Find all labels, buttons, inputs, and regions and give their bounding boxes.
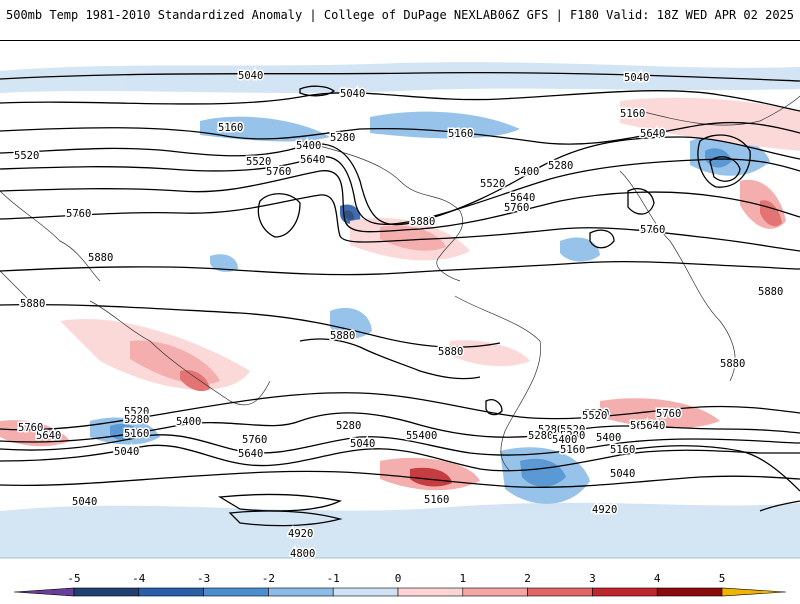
contour-label: 5280 [548,160,573,172]
contour-label: 5520 [14,150,39,162]
contour-label: 5520 [560,424,585,436]
contour-label: 5880 [330,330,355,342]
contour-label: 5280 [538,424,563,436]
colorbar-tick-label: 0 [395,572,402,585]
colorbar-max-arrow [721,587,787,597]
colorbar-segment [203,587,269,597]
colorbar-segment [138,587,204,597]
colorbar-tick-label: -3 [197,572,210,585]
contour-label: 5280 [330,132,355,144]
contour-label: 5880 [438,346,463,358]
contour-label: 5040 [340,88,365,100]
contour-label: 5760 [242,434,267,446]
contour-label: 5880 [720,358,745,370]
contour-label: 5040 [238,70,263,82]
anomaly-colorbar: -5 -4 -3 -2 -1 0 1 2 3 4 5 [0,568,800,600]
contour-label: 5880 [758,286,783,298]
contour-label: 5520 [246,156,271,168]
contour-label: 5760 [66,208,91,220]
run-valid-time: 06Z GFS | F180 Valid: 18Z WED APR 02 202… [497,8,794,22]
contour-label: 5160 [448,128,473,140]
contour-label: 5160 [218,122,243,134]
colorbar-tick-label: 1 [459,572,466,585]
contour-label: 5880 [20,298,45,310]
colorbar-tick-label: -4 [132,572,146,585]
contour-label: 5760 [504,202,529,214]
header: 500mb Temp 1981-2010 Standardized Anomal… [0,0,800,34]
contour-label: 5760 [266,166,291,178]
height-contours [0,71,800,527]
colorbar-tick-label: -2 [262,572,275,585]
contour-label: 5640 [640,128,665,140]
contour-label: 5520 [124,406,149,418]
contour-label: 5400 [296,140,321,152]
contour-label: 5160 [124,428,149,440]
colorbar-segment [656,587,723,597]
contour-label: 5160 [424,494,449,506]
contour-label: 5160 [560,444,585,456]
contour-label: 5760 [18,422,43,434]
contour-label: 5400 [514,166,539,178]
contour-label: 5760 [640,224,665,236]
contour-label: 5040 [350,438,375,450]
colorbar-tick-label: -1 [327,572,340,585]
contour-label: 5280 [528,430,553,442]
map-panel[interactable]: 5040 5040 5040 5040 5160 5160 5160 5280 5280 5280… [0,40,800,560]
contour-label: 5040 [610,468,635,480]
colorbar-min-arrow [13,587,75,597]
contour-label: 5040 [624,72,649,84]
contour-label: 4920 [592,504,617,516]
contour-label: 5880 [88,252,113,264]
contour-label: 5400 [596,432,621,444]
colorbar-canvas: -5 -4 -3 -2 -1 0 1 2 3 4 5 [13,572,787,597]
colorbar-segment [332,587,399,597]
contour-label: 5280 [336,420,361,432]
contour-label: 5400 [552,434,577,446]
contour-label: 5640 [640,420,665,432]
colorbar-segment [73,587,140,597]
map-title: 500mb Temp 1981-2010 Standardized Anomal… [6,8,498,22]
contour-label: 5640 [238,448,263,460]
contour-label: 5880 [410,216,435,228]
contour-label: 4800 [290,548,315,559]
contour-label: 5520 [584,408,609,420]
colorbar-segment [527,587,593,597]
contour-label: 5640 [630,420,655,432]
contour-label: 4920 [288,528,313,540]
contour-label: 5040 [114,446,139,458]
colorbar-segment [397,587,464,597]
contour-label: 5640 [510,192,535,204]
colorbar-tick-label: 3 [589,572,596,585]
colorbar-tick-label: 2 [524,572,531,585]
contour-label: 5640 [300,154,325,166]
contour-label: 5040 [72,496,97,508]
contour-label: 5400 [406,430,431,442]
contour-label: 5760 [656,408,681,420]
colorbar-tick-label: 5 [719,572,726,585]
contour-label: 5400 [412,430,437,442]
contour-label: 5160 [620,108,645,120]
contour-label: 5160 [610,444,635,456]
anomaly-shading [0,62,800,559]
contour-label: 5640 [36,430,61,442]
colorbar-tick-label: -5 [67,572,80,585]
contour-label: 5280 [124,414,149,426]
contour-label: 5280 [560,430,585,442]
colorbar-tick-label: 4 [654,572,661,585]
contour-label: 5520 [582,410,607,422]
colorbar-segment [462,587,528,597]
contour-label: 5400 [176,416,201,428]
colorbar-segment [592,587,658,597]
colorbar-segment [268,587,334,597]
contour-label: 5520 [480,178,505,190]
